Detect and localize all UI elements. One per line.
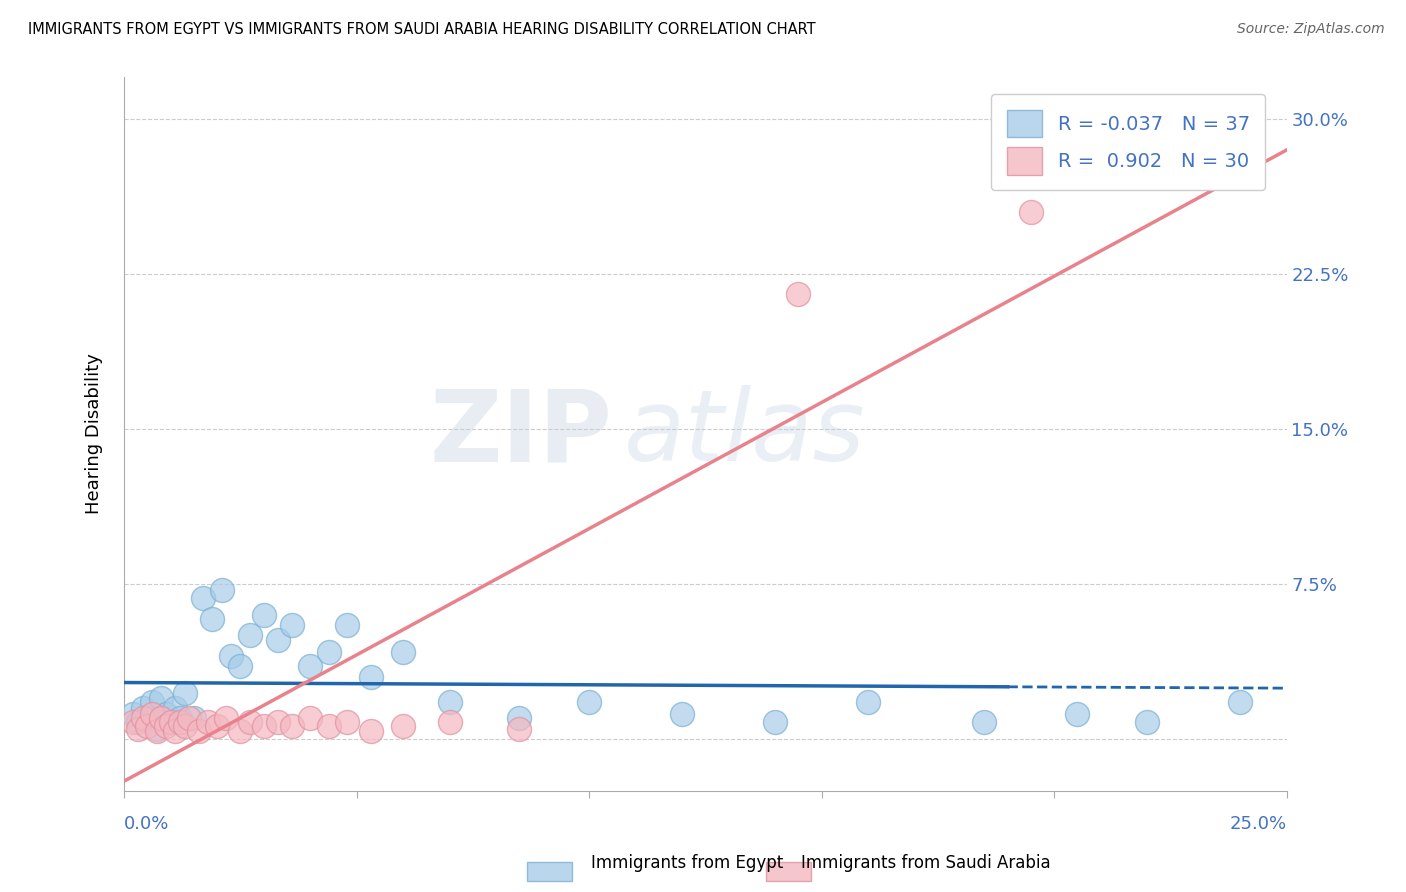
Point	[155, 706, 177, 721]
Point	[132, 711, 155, 725]
Text: 0.0%: 0.0%	[124, 815, 170, 833]
Y-axis label: Hearing Disability: Hearing Disability	[86, 353, 103, 515]
Text: IMMIGRANTS FROM EGYPT VS IMMIGRANTS FROM SAUDI ARABIA HEARING DISABILITY CORRELA: IMMIGRANTS FROM EGYPT VS IMMIGRANTS FROM…	[28, 22, 815, 37]
Point	[155, 719, 177, 733]
Point	[127, 722, 149, 736]
Point	[229, 659, 252, 673]
Point	[165, 701, 187, 715]
Point	[211, 582, 233, 597]
Point	[239, 628, 262, 642]
Point	[159, 715, 181, 730]
Point	[201, 612, 224, 626]
Point	[197, 715, 219, 730]
Point	[671, 706, 693, 721]
Text: ZIP: ZIP	[429, 385, 613, 483]
Point	[239, 715, 262, 730]
Point	[215, 711, 238, 725]
Point	[1136, 715, 1159, 730]
Point	[150, 711, 173, 725]
Point	[266, 632, 288, 647]
Point	[179, 711, 201, 725]
Point	[318, 645, 340, 659]
Point	[173, 686, 195, 700]
Point	[193, 591, 215, 606]
Point	[169, 711, 191, 725]
Point	[392, 645, 415, 659]
Text: Immigrants from Saudi Arabia: Immigrants from Saudi Arabia	[801, 855, 1052, 872]
Point	[173, 719, 195, 733]
Point	[187, 723, 209, 738]
Point	[280, 719, 302, 733]
Point	[145, 723, 167, 738]
Point	[127, 715, 149, 730]
Point	[205, 719, 228, 733]
Point	[508, 711, 530, 725]
Text: 25.0%: 25.0%	[1229, 815, 1286, 833]
Point	[508, 722, 530, 736]
Text: Source: ZipAtlas.com: Source: ZipAtlas.com	[1237, 22, 1385, 37]
Point	[183, 711, 205, 725]
Point	[439, 715, 461, 730]
Point	[1229, 695, 1251, 709]
Legend: R = -0.037   N = 37, R =  0.902   N = 30: R = -0.037 N = 37, R = 0.902 N = 30	[991, 95, 1265, 190]
Point	[1066, 706, 1088, 721]
Point	[122, 706, 145, 721]
Point	[856, 695, 879, 709]
Point	[280, 618, 302, 632]
Point	[253, 607, 276, 622]
Point	[392, 719, 415, 733]
Point	[165, 723, 187, 738]
Point	[132, 701, 155, 715]
Text: Immigrants from Egypt: Immigrants from Egypt	[591, 855, 783, 872]
Point	[159, 715, 181, 730]
Point	[299, 711, 322, 725]
Point	[787, 287, 810, 301]
Point	[763, 715, 786, 730]
Point	[136, 719, 159, 733]
Point	[266, 715, 288, 730]
Point	[360, 723, 382, 738]
Point	[360, 670, 382, 684]
Point	[219, 649, 242, 664]
Point	[336, 618, 359, 632]
Point	[145, 722, 167, 736]
Point	[229, 723, 252, 738]
Point	[169, 715, 191, 730]
Point	[122, 715, 145, 730]
Point	[141, 706, 163, 721]
Point	[253, 719, 276, 733]
Point	[1019, 204, 1042, 219]
Point	[141, 695, 163, 709]
Point	[578, 695, 600, 709]
Point	[150, 690, 173, 705]
Point	[336, 715, 359, 730]
Point	[439, 695, 461, 709]
Point	[136, 711, 159, 725]
Point	[973, 715, 995, 730]
Text: atlas: atlas	[624, 385, 866, 483]
Point	[299, 659, 322, 673]
Point	[318, 719, 340, 733]
